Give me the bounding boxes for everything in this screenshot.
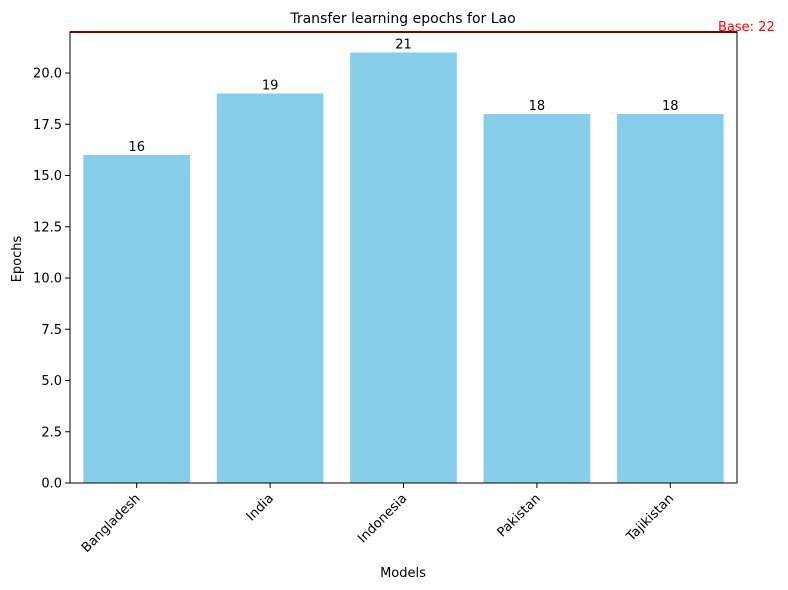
y-tick-label: 7.5	[41, 323, 62, 338]
bars-group	[83, 52, 724, 483]
x-tick-label: India	[244, 491, 277, 524]
x-axis-title: Models	[380, 566, 426, 581]
y-tick-label: 20.0	[33, 67, 62, 82]
y-tick-label: 5.0	[41, 374, 62, 389]
y-tick-label: 0.0	[41, 477, 62, 492]
bar-value-label: 18	[662, 99, 679, 114]
chart-title: Transfer learning epochs for Lao	[289, 11, 515, 27]
bar-value-label: 18	[529, 99, 546, 114]
x-axis: Bangladesh India Indonesia Pakistan Tajikist…	[79, 483, 677, 556]
bar-data-labels: 16 19 21 18 18	[128, 38, 678, 156]
bar-value-label: 16	[128, 140, 145, 155]
bar-tajikistan	[616, 114, 724, 483]
bar-india	[216, 93, 324, 483]
y-axis: 0.0 2.5 5.0 7.5 10.0 12.5 15.0 17.5 20.0	[33, 67, 70, 492]
y-tick-label: 2.5	[41, 425, 62, 440]
bar-pakistan	[483, 114, 591, 483]
x-tick-label: Pakistan	[495, 491, 544, 540]
bar-value-label: 21	[395, 38, 412, 53]
bar-indonesia	[350, 52, 457, 483]
y-tick-label: 10.0	[33, 272, 62, 287]
y-tick-label: 17.5	[33, 118, 62, 133]
y-tick-label: 15.0	[33, 169, 62, 184]
x-tick-label: Indonesia	[355, 491, 410, 546]
y-axis-title: Epochs	[10, 235, 25, 282]
bar-value-label: 19	[262, 79, 279, 94]
x-tick-label: Bangladesh	[79, 491, 144, 556]
x-tick-label: Tajikistan	[623, 491, 677, 545]
bar-bangladesh	[83, 155, 191, 483]
base-reference-label: Base: 22	[718, 20, 775, 35]
y-tick-label: 12.5	[33, 220, 62, 235]
